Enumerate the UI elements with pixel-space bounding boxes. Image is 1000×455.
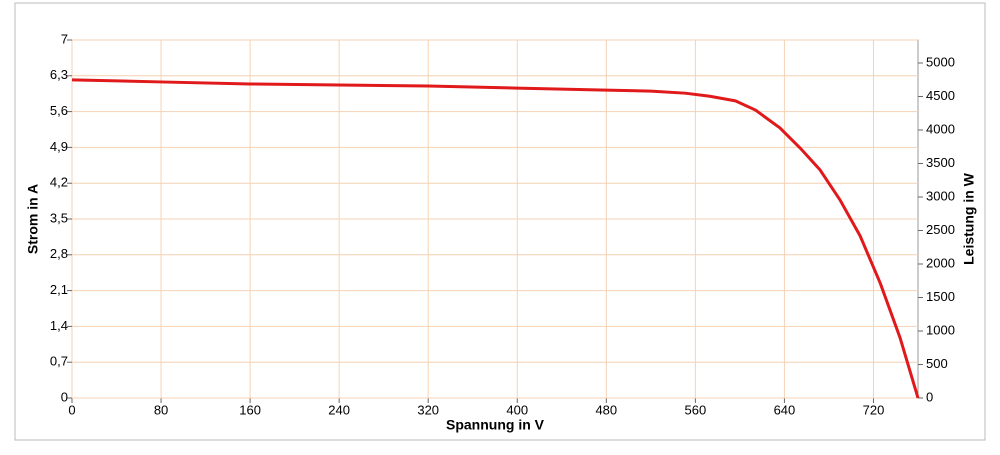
y-tick-label: 3,5 [50, 210, 68, 225]
y-tick-label: 0 [61, 389, 68, 404]
y2-tick-label: 1500 [926, 289, 955, 304]
x-tick-label: 240 [328, 402, 350, 417]
y2-tick-label: 500 [926, 356, 948, 371]
y-tick-label: 0,7 [50, 354, 68, 369]
x-tick-label: 480 [595, 402, 617, 417]
y2-tick-label: 3000 [926, 188, 955, 203]
x-tick-label: 640 [774, 402, 796, 417]
x-tick-label: 720 [863, 402, 885, 417]
x-axis-label: Spannung in V [446, 417, 545, 433]
line [71, 78, 920, 399]
x-tick-label: 400 [506, 402, 528, 417]
y2-tick-label: 5000 [926, 54, 955, 69]
y-tick-label: 2,8 [50, 246, 68, 261]
y2-tick-label: 1000 [926, 322, 955, 337]
y2-tick-label: 2500 [926, 222, 955, 237]
y-tick-label: 4,9 [50, 139, 68, 154]
x-tick-label: 560 [685, 402, 707, 417]
y-tick-label: 5,6 [50, 103, 68, 118]
y2-tick-label: 4500 [926, 88, 955, 103]
y2-tick-label: 3500 [926, 155, 955, 170]
y-tick-label: 7 [61, 31, 68, 46]
x-tick-label: 160 [239, 402, 261, 417]
y-axis-label: Strom in A [25, 184, 41, 254]
y-tick-label: 1,4 [50, 318, 68, 333]
y2-tick-label: 0 [926, 389, 933, 404]
x-tick-label: 80 [154, 402, 168, 417]
y2-tick-label: 2000 [926, 255, 955, 270]
y2-tick-label: 4000 [926, 121, 955, 136]
y-tick-label: 4,2 [50, 175, 68, 190]
x-tick-label: 0 [68, 402, 75, 417]
x-tick-label: 320 [417, 402, 439, 417]
y2-axis-label: Leistung in W [961, 172, 977, 265]
y-tick-label: 6,3 [50, 67, 68, 82]
y-tick-label: 2,1 [50, 282, 68, 297]
